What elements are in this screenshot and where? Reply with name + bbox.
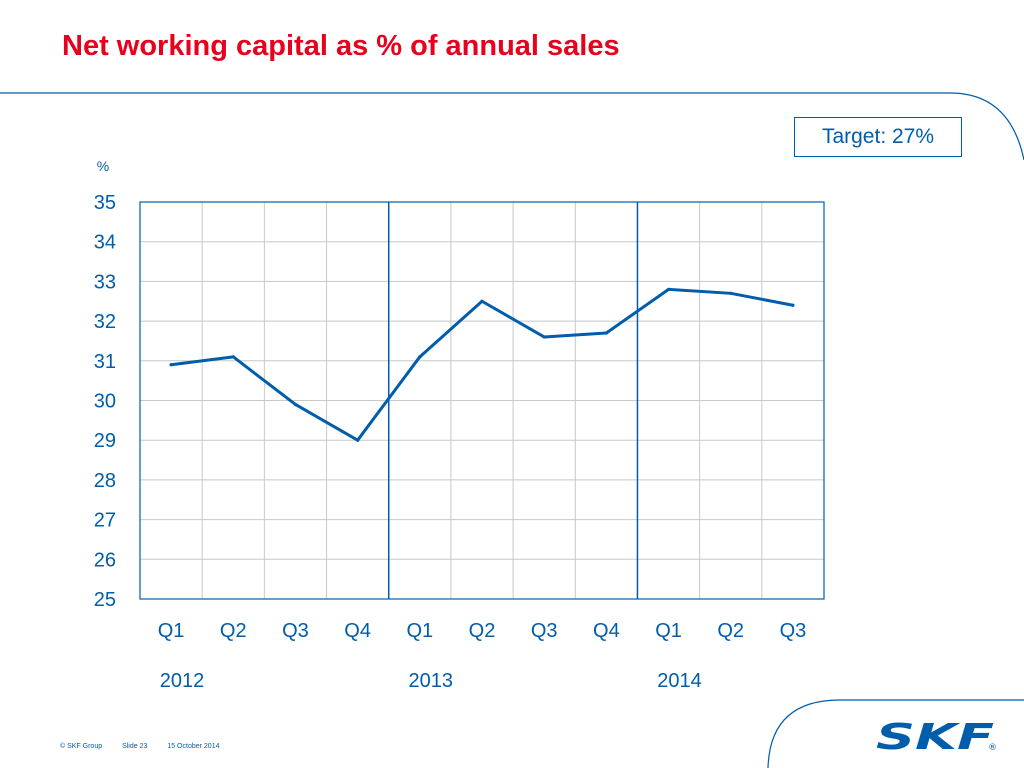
year-group-label: 2012: [160, 670, 205, 692]
target-label: Target: 27%: [821, 125, 935, 148]
y-axis-label: %: [97, 158, 109, 174]
footer: © SKF Group Slide 23 15 October 2014: [60, 743, 237, 750]
footer-copyright: © SKF Group: [60, 743, 103, 750]
registered-mark: ®: [988, 743, 997, 753]
skf-logo-icon: SKF ®: [876, 717, 997, 756]
footer-slide-number: Slide 23: [122, 743, 148, 750]
year-group-label: 2014: [657, 670, 702, 692]
data-point: [791, 303, 795, 307]
data-point: [169, 363, 173, 367]
x-tick-label: Q3: [780, 620, 807, 642]
y-tick-label: 32: [94, 311, 116, 333]
x-tick-label: Q2: [469, 620, 496, 642]
y-tick-label: 29: [94, 430, 116, 452]
x-tick-label: Q4: [593, 620, 620, 642]
x-tick-label: Q2: [717, 620, 744, 642]
y-tick-label: 27: [94, 510, 116, 532]
y-tick-label: 25: [94, 589, 116, 611]
target-box: Target: 27%: [794, 117, 962, 157]
data-point: [293, 402, 298, 407]
y-tick-label: 31: [94, 351, 116, 373]
y-tick-label: 34: [94, 232, 116, 254]
x-tick-label: Q1: [655, 620, 682, 642]
footer-date: 15 October 2014: [167, 743, 220, 750]
x-tick-label: Q3: [531, 620, 558, 642]
header-curve-line: [0, 92, 1024, 161]
y-tick-label: 26: [94, 549, 116, 571]
y-tick-label: 28: [94, 470, 116, 492]
y-tick-label: 35: [94, 192, 116, 214]
skf-logo-text: SKF: [876, 717, 995, 756]
x-tick-label: Q1: [158, 620, 185, 642]
x-tick-label: Q4: [344, 620, 371, 642]
data-point: [542, 335, 546, 339]
plot-area-border: [139, 201, 825, 600]
y-tick-label: 30: [94, 391, 116, 413]
data-point: [666, 287, 671, 291]
data-point: [480, 299, 484, 303]
y-tick-label: 33: [94, 271, 116, 293]
x-tick-label: Q3: [282, 620, 309, 642]
data-point: [356, 438, 360, 442]
data-point: [604, 331, 608, 335]
x-tick-label: Q2: [220, 620, 247, 642]
x-tick-label: Q1: [406, 620, 433, 642]
data-point: [729, 291, 733, 295]
year-group-label: 2013: [408, 670, 453, 692]
slide-title: Net working capital as % of annual sales: [62, 30, 620, 62]
data-point: [231, 355, 235, 359]
data-point: [418, 355, 422, 359]
footer-curve-line: [767, 699, 1024, 768]
